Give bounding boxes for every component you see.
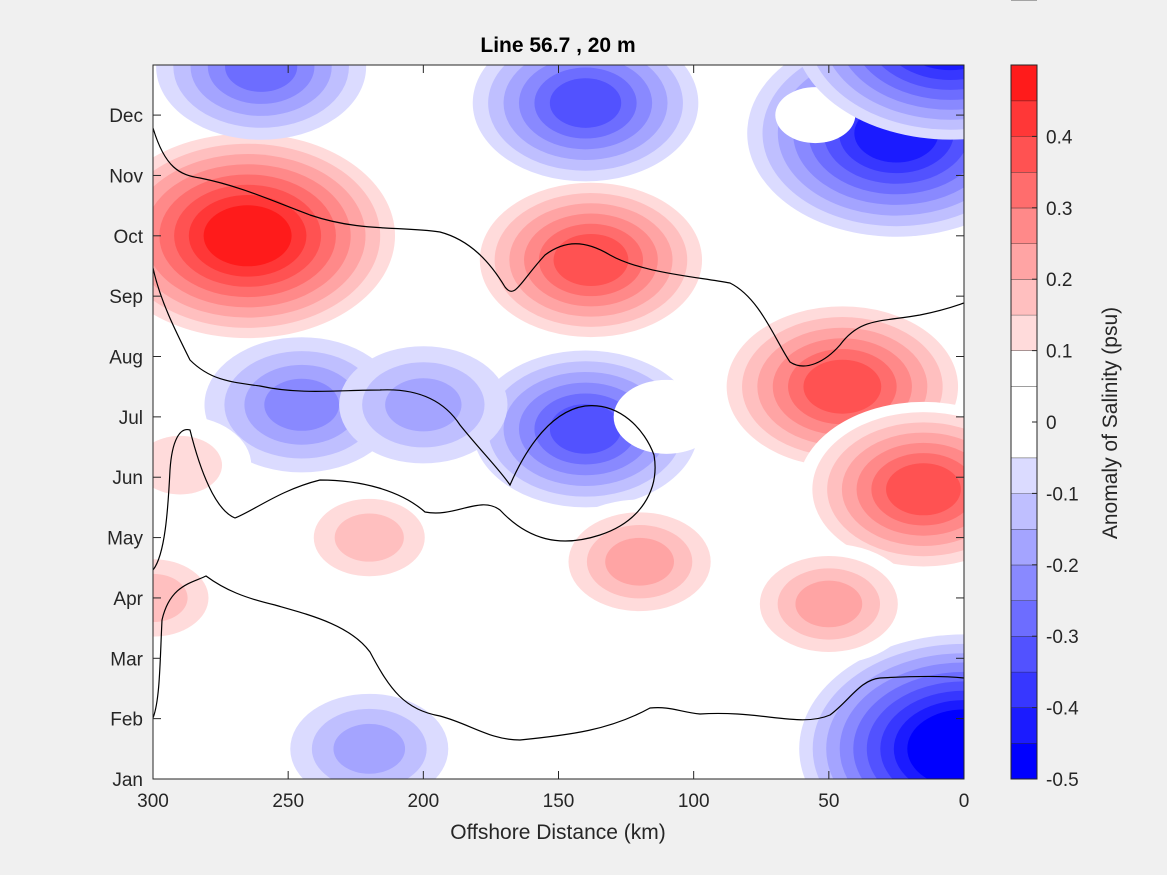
anomaly-feature (153, 415, 252, 515)
colorbar-band (1011, 564, 1037, 601)
colorbar: -0.5 -0.4 -0.3 -0.2 -0.1 0 0.1 0.2 0.3 0.4 (1010, 0, 1079, 791)
colorbar-tick-label: -0.1 (1046, 484, 1079, 505)
y-tick-label: Oct (113, 227, 143, 248)
anomaly-feature (801, 1, 993, 140)
contour-level (922, 65, 964, 71)
anomaly-feature (799, 634, 964, 779)
y-tick-label: Feb (110, 710, 143, 731)
x-tick-label: 50 (818, 791, 839, 812)
colorbar-band (1011, 493, 1037, 530)
zero-contour-line (153, 267, 656, 571)
colorbar-band (1011, 707, 1037, 744)
colorbar-band (1011, 457, 1037, 494)
heatmap-area (153, 1, 993, 779)
colorbar-band (1011, 207, 1037, 244)
y-tick-label: May (107, 529, 143, 550)
y-axis: Jan Feb Mar Apr May Jun Jul Aug Sep Oct Nov Dec (107, 106, 964, 791)
y-tick-label: Apr (113, 589, 143, 610)
y-tick-label: Nov (109, 166, 143, 187)
contour-level (795, 580, 863, 628)
contour-level (385, 378, 462, 432)
colorbar-band (1011, 529, 1037, 565)
y-tick-label: Dec (109, 106, 143, 127)
anomaly-feature (613, 379, 720, 454)
colorbar-band (1011, 314, 1037, 351)
contour-level (886, 463, 961, 516)
contour-level (908, 1, 993, 60)
x-tick-label: 0 (959, 791, 970, 812)
y-tick-label: Jan (112, 770, 143, 791)
colorbar-tick-label: -0.5 (1046, 770, 1079, 791)
contour-level (153, 573, 188, 623)
x-tick-label: 300 (137, 791, 169, 812)
colorbar-band (1011, 279, 1037, 315)
anomaly-feature (292, 484, 446, 591)
contour-level (803, 359, 882, 414)
contour-level (203, 205, 292, 267)
anomaly-feature (339, 346, 508, 464)
x-axis: 300 250 200 150 100 50 0 (137, 65, 969, 812)
colorbar-tick-label: 0.3 (1046, 199, 1072, 220)
contour-level (920, 718, 964, 779)
colorbar-band (1011, 743, 1037, 779)
contour-level (605, 537, 674, 586)
anomaly-feature (797, 401, 964, 577)
contour-level (225, 65, 298, 92)
zero-contour-line (153, 575, 964, 741)
colorbar-band (1011, 100, 1037, 137)
contour-level (613, 379, 720, 454)
contour-level (549, 404, 622, 454)
colorbar-band (1011, 671, 1037, 708)
contour-level (333, 723, 406, 774)
y-tick-label: Jun (112, 468, 143, 489)
y-tick-label: Aug (109, 348, 143, 369)
chart-title: Line 56.7 , 20 m (480, 34, 635, 57)
colorbar-band (1011, 600, 1037, 637)
x-tick-label: 100 (678, 791, 710, 812)
anomaly-feature (472, 65, 699, 182)
colorbar-band (1011, 636, 1037, 672)
y-tick-label: Sep (109, 287, 143, 308)
anomaly-feature (153, 544, 230, 652)
anomaly-feature (290, 693, 449, 779)
contour-level (153, 435, 223, 495)
anomaly-feature (156, 65, 367, 140)
colorbar-tick-label: -0.4 (1046, 699, 1079, 720)
anomaly-feature (204, 337, 399, 473)
heatmap-features (153, 1, 993, 779)
anomaly-feature (153, 123, 410, 349)
colorbar-tick-label: 0.4 (1046, 127, 1073, 148)
contour-level (264, 378, 340, 431)
x-tick-label: 250 (272, 791, 304, 812)
x-axis-label: Offshore Distance (km) (450, 821, 666, 844)
x-tick-label: 200 (407, 791, 439, 812)
colorbar-tick-label: 0.2 (1046, 270, 1072, 291)
colorbar-band (1011, 243, 1037, 280)
colorbar-band (1011, 172, 1037, 208)
y-tick-label: Jul (119, 408, 143, 429)
colorbar-band (1011, 136, 1037, 173)
anomaly-feature (550, 499, 729, 624)
colorbar-tick-label: -0.3 (1046, 627, 1079, 648)
contour-level (334, 513, 404, 562)
zero-contour-line (153, 127, 964, 367)
contour-level (549, 78, 622, 128)
colorbar-label: Anomaly of Salinity (psu) (1099, 307, 1122, 539)
colorbar-band (1011, 350, 1037, 387)
colorbar-tick-label: 0 (1046, 413, 1057, 434)
colorbar-tick-label: 0.1 (1046, 342, 1072, 363)
anomaly-feature (465, 172, 717, 348)
x-tick-label: 150 (543, 791, 575, 812)
colorbar-tick-label: -0.2 (1046, 556, 1079, 577)
anomaly-feature (742, 543, 916, 665)
y-tick-label: Mar (110, 649, 143, 670)
contour-level (553, 233, 629, 286)
colorbar-band (1011, 65, 1037, 101)
